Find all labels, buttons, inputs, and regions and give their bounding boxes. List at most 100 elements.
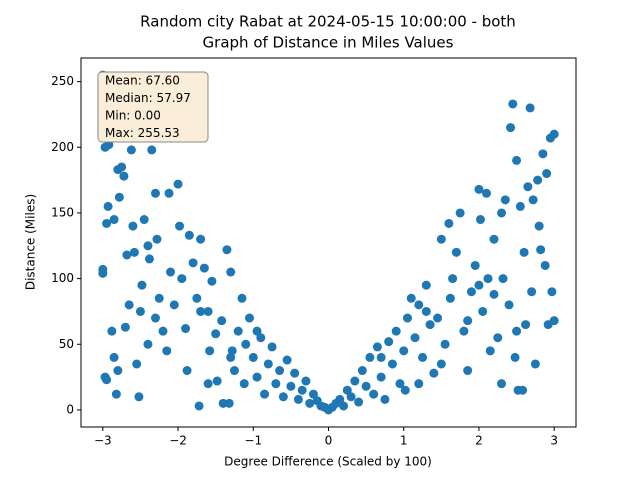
point <box>129 247 139 257</box>
point <box>196 306 206 316</box>
point <box>217 316 227 326</box>
point <box>542 169 552 179</box>
point <box>444 218 454 228</box>
point <box>124 300 134 310</box>
point <box>387 359 397 369</box>
point <box>361 381 371 391</box>
point <box>169 300 179 310</box>
point <box>290 368 300 378</box>
point <box>194 401 204 411</box>
point <box>239 379 249 389</box>
point <box>536 245 546 255</box>
point <box>549 129 559 139</box>
point <box>147 145 157 155</box>
point <box>395 379 405 389</box>
stats-text: Median: 57.97 <box>105 91 191 105</box>
point <box>263 359 273 369</box>
point <box>335 394 345 404</box>
point <box>211 329 221 339</box>
point <box>538 149 548 159</box>
x-tick-label: −3 <box>94 434 112 448</box>
point <box>463 316 473 326</box>
point <box>414 379 424 389</box>
point <box>122 250 132 260</box>
point <box>421 306 431 316</box>
point <box>518 385 528 395</box>
point <box>226 352 236 362</box>
point <box>150 313 160 323</box>
point <box>103 201 113 211</box>
point <box>301 376 311 386</box>
y-tick-label: 250 <box>51 74 74 88</box>
point <box>429 368 439 378</box>
point <box>474 184 484 194</box>
point <box>512 155 522 165</box>
point <box>459 326 469 336</box>
point <box>252 372 262 382</box>
point <box>380 394 390 404</box>
chart-title: Random city Rabat at 2024-05-15 10:00:00… <box>140 13 516 31</box>
x-tick-label: −2 <box>169 434 187 448</box>
point <box>117 162 127 172</box>
point <box>245 313 255 323</box>
point <box>135 306 145 316</box>
point <box>540 260 550 270</box>
point <box>530 359 540 369</box>
point <box>107 326 117 336</box>
point <box>350 376 360 386</box>
point <box>158 326 168 336</box>
point <box>308 389 318 399</box>
point <box>463 366 473 376</box>
point <box>474 280 484 290</box>
point <box>282 355 292 365</box>
point <box>293 394 303 404</box>
point <box>132 359 142 369</box>
point <box>523 182 533 192</box>
point <box>369 389 379 399</box>
point <box>166 267 176 277</box>
point <box>506 123 516 133</box>
stats-box <box>97 71 209 143</box>
point <box>433 313 443 323</box>
point <box>271 379 281 389</box>
point <box>278 392 288 402</box>
x-tick-label: −1 <box>244 434 262 448</box>
point <box>448 274 458 284</box>
point <box>114 192 124 202</box>
point <box>512 326 522 336</box>
point <box>436 359 446 369</box>
point <box>528 195 538 205</box>
point <box>372 342 382 352</box>
stats-text: Mean: 67.60 <box>105 74 180 88</box>
point <box>466 287 476 297</box>
point <box>436 234 446 244</box>
chart-subtitle: Graph of Distance in Miles Values <box>203 34 454 52</box>
point <box>203 379 213 389</box>
point <box>111 389 121 399</box>
point <box>493 333 503 343</box>
point <box>400 385 410 395</box>
point <box>508 99 518 109</box>
point <box>455 208 465 218</box>
point <box>527 287 537 297</box>
point <box>256 333 266 343</box>
stats-text: Max: 255.53 <box>105 126 180 140</box>
point <box>139 215 149 225</box>
point <box>497 379 507 389</box>
point <box>205 346 215 356</box>
point <box>365 352 375 362</box>
point <box>510 352 520 362</box>
point <box>229 366 239 376</box>
point <box>440 339 450 349</box>
point <box>376 372 386 382</box>
point <box>286 381 296 391</box>
point <box>481 188 491 198</box>
point <box>297 385 307 395</box>
point <box>498 274 508 284</box>
point <box>196 234 206 244</box>
point <box>143 241 153 251</box>
x-tick-label: 2 <box>475 434 483 448</box>
x-tick-label: 1 <box>400 434 408 448</box>
point <box>224 398 234 408</box>
point <box>237 293 247 303</box>
